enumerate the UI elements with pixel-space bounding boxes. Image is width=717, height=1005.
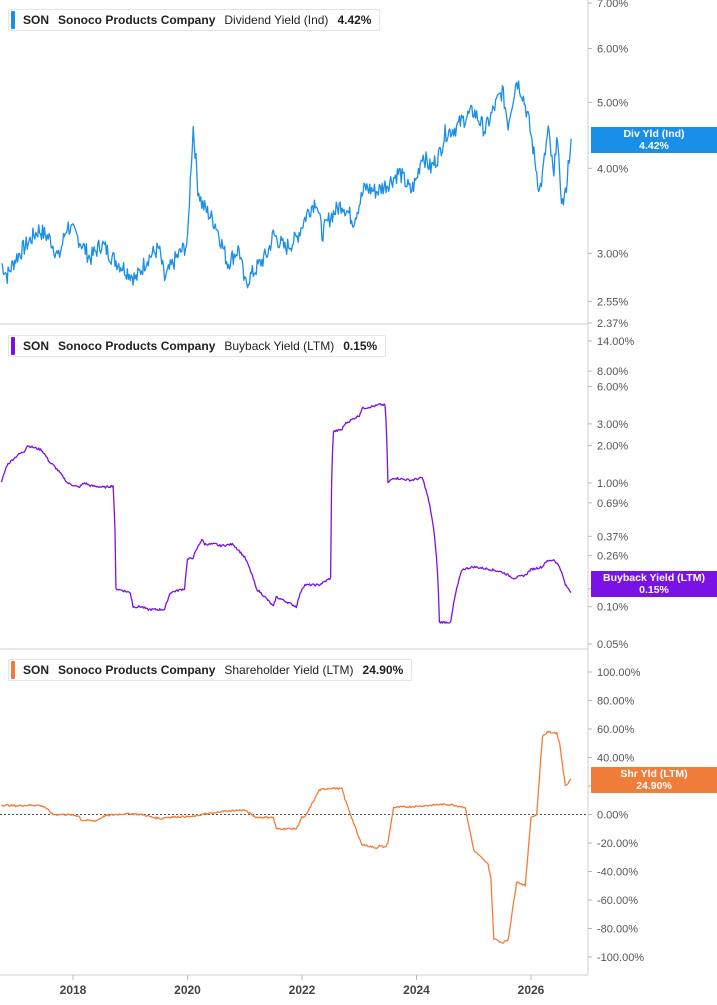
legend-dividend-yield[interactable]: SON Sonoco Products Company Dividend Yie… [8, 9, 381, 31]
y-tick-label: 2.00% [597, 441, 628, 453]
y-tick-label: 5.00% [597, 97, 628, 109]
last-value-tag-buyback: Buyback Yield (LTM) 0.15% [591, 571, 717, 597]
y-tick-label: 80.00% [597, 696, 635, 708]
y-tick-label: 1.00% [597, 478, 628, 490]
legend-company: Sonoco Products Company [58, 339, 216, 353]
y-tick-label: 2.37% [597, 318, 628, 330]
y-tick-label: 0.10% [597, 602, 628, 614]
y-tick-label: 6.00% [597, 44, 628, 56]
tag-value: 4.42% [639, 140, 669, 152]
x-tick-label: 2024 [403, 983, 430, 997]
series-color-swatch [11, 337, 15, 355]
series-color-swatch [11, 11, 15, 29]
legend-company: Sonoco Products Company [58, 13, 216, 27]
series-line [1, 730, 572, 944]
y-tick-label: 0.26% [597, 550, 628, 562]
y-tick-label: -60.00% [597, 895, 638, 907]
tag-label: Div Yld (Ind) [623, 128, 685, 140]
y-tick-label: -40.00% [597, 867, 638, 879]
y-tick-label: 3.00% [597, 248, 628, 260]
y-tick-label: 60.00% [597, 724, 635, 736]
x-tick-label: 2018 [60, 983, 87, 997]
legend-shareholder-yield[interactable]: SON Sonoco Products Company Shareholder … [8, 659, 413, 681]
y-tick-label: -100.00% [597, 952, 644, 964]
tag-value: 24.90% [636, 780, 672, 792]
last-value-tag-dividend: Div Yld (Ind) 4.42% [591, 127, 717, 153]
y-tick-label: 8.00% [597, 366, 628, 378]
legend-ticker: SON [23, 663, 50, 677]
series-color-swatch [11, 661, 15, 679]
legend-metric: Shareholder Yield (LTM) [224, 663, 354, 677]
legend-company: Sonoco Products Company [58, 663, 216, 677]
y-tick-label: -80.00% [597, 924, 638, 936]
legend-ticker: SON [23, 13, 50, 27]
legend-value: 4.42% [337, 13, 372, 27]
legend-value: 24.90% [362, 663, 404, 677]
y-tick-label: 0.37% [597, 531, 628, 543]
y-tick-label: 2.55% [597, 296, 628, 308]
legend-metric: Buyback Yield (LTM) [224, 339, 335, 353]
legend-value: 0.15% [343, 339, 378, 353]
y-tick-label: 0.69% [597, 498, 628, 510]
y-tick-label: 4.00% [597, 163, 628, 175]
y-tick-label: 14.00% [597, 336, 635, 348]
series-line [0, 402, 572, 624]
tag-value: 0.15% [639, 584, 669, 596]
tag-label: Shr Yld (LTM) [620, 768, 688, 780]
x-tick-label: 2020 [174, 983, 201, 997]
y-tick-label: 40.00% [597, 753, 635, 765]
legend-buyback-yield[interactable]: SON Sonoco Products Company Buyback Yiel… [8, 335, 387, 357]
legend-ticker: SON [23, 339, 50, 353]
y-tick-label: 0.05% [597, 639, 628, 651]
series-line [0, 80, 572, 289]
y-tick-label: 0.00% [597, 810, 628, 822]
y-tick-label: 100.00% [597, 667, 641, 679]
x-tick-label: 2026 [518, 983, 545, 997]
y-tick-label: 3.00% [597, 419, 628, 431]
y-tick-label: -20.00% [597, 838, 638, 850]
last-value-tag-shareholder: Shr Yld (LTM) 24.90% [591, 767, 717, 793]
y-tick-label: 7.00% [597, 0, 628, 10]
legend-metric: Dividend Yield (Ind) [224, 13, 329, 27]
tag-label: Buyback Yield (LTM) [603, 572, 705, 584]
x-tick-label: 2022 [289, 983, 316, 997]
y-tick-label: 6.00% [597, 382, 628, 394]
